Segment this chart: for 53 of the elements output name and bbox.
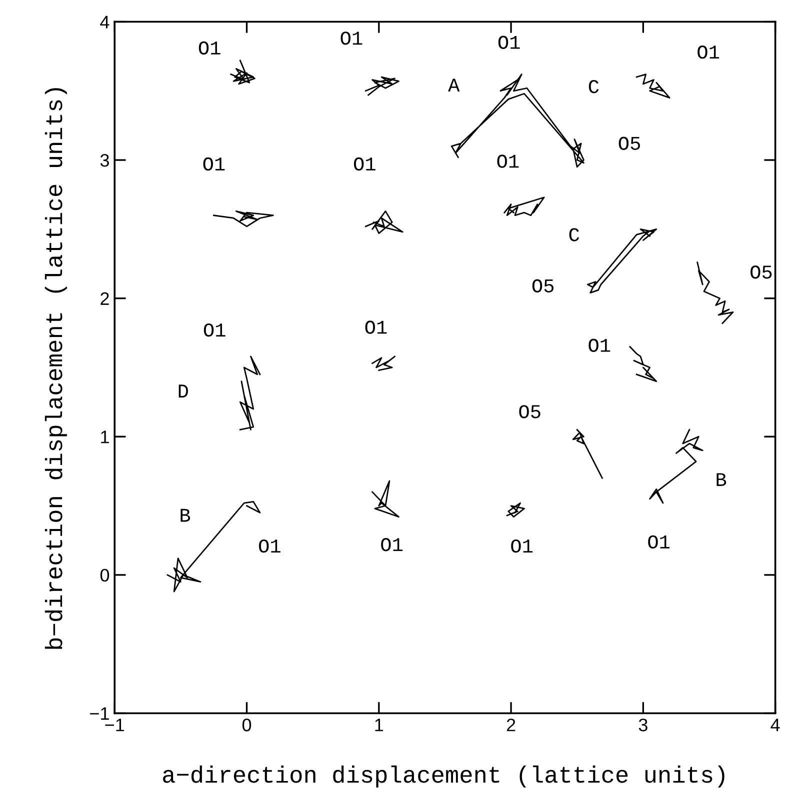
x-tick-label: 4 [770, 718, 780, 732]
line-series [364, 76, 400, 96]
line-series [506, 502, 525, 518]
line-series [372, 480, 400, 518]
x-axis-title: a−direction displacement (lattice units) [163, 765, 724, 788]
line-series [504, 196, 545, 216]
y-tick-label: −1 [90, 707, 109, 720]
y-tick-label: 0 [100, 568, 110, 582]
line-series [696, 262, 734, 324]
line-series [213, 210, 274, 228]
annotation: O1 [258, 539, 280, 553]
annotation: O1 [365, 320, 387, 334]
line-series [649, 429, 704, 504]
line-series [230, 60, 256, 85]
annotation: O5 [618, 136, 640, 150]
line-series [636, 74, 670, 98]
annotation: B [180, 508, 190, 522]
x-tick-label: 2 [506, 718, 516, 732]
annotation: O1 [497, 154, 519, 168]
annotation: O1 [198, 41, 220, 55]
annotation: O1 [698, 45, 720, 59]
annotation: O1 [381, 538, 402, 552]
annotation: O5 [750, 266, 772, 279]
annotation: O1 [588, 338, 610, 352]
annotation: O1 [511, 539, 533, 553]
annotation: O1 [340, 32, 362, 45]
line-series [572, 429, 603, 479]
annotation: B [716, 473, 726, 486]
annotation: D [178, 384, 188, 398]
line-series [629, 346, 658, 382]
y-tick-label: 4 [100, 16, 110, 28]
annotation: O5 [519, 405, 540, 418]
annotation: O1 [498, 36, 520, 49]
y-tick-label: 2 [100, 292, 109, 305]
annotation: O1 [204, 323, 226, 337]
annotation: C [588, 80, 599, 94]
annotation: O1 [354, 157, 376, 171]
line-series [166, 500, 261, 592]
line-series [586, 228, 658, 294]
y-tick-label: 1 [101, 430, 109, 444]
y-axis-title: b−direction displacement (lattice units) [44, 88, 67, 649]
line-series [239, 356, 261, 430]
annotation: O1 [648, 535, 670, 549]
y-tick-label: 3 [100, 154, 109, 167]
x-tick-label: 3 [638, 718, 648, 732]
annotation: O5 [532, 279, 554, 292]
annotation: O1 [203, 157, 225, 171]
line-series [364, 210, 404, 234]
x-tick-label: 0 [242, 718, 252, 732]
annotation: C [569, 228, 580, 242]
x-tick-label: 1 [375, 718, 384, 732]
line-series [372, 356, 396, 371]
annotation: A [448, 78, 460, 92]
